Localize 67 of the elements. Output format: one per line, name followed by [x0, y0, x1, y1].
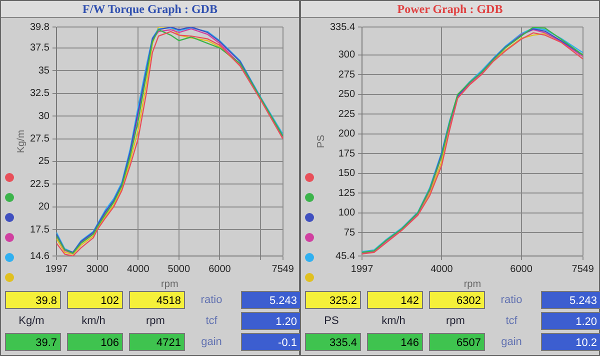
text: gain [200, 335, 223, 350]
text: rpm [145, 314, 166, 329]
text: 5.243 [241, 291, 301, 309]
text: km/h [380, 314, 406, 329]
y-axis-title: Kg/m [16, 130, 27, 154]
x-tick-label: 7549 [572, 264, 594, 275]
y-tick-label: 37.5 [30, 42, 50, 54]
text: 5.243 [541, 291, 600, 309]
text: ratio [200, 293, 224, 308]
x-axis-title: rpm [464, 278, 482, 290]
text: tcf [504, 314, 518, 329]
y-tick-label: 100 [338, 208, 356, 219]
y-tick-label: 175 [338, 148, 356, 160]
text: 325.2 [305, 291, 361, 309]
y-tick-label: 20 [38, 202, 50, 213]
y-tick-label: 17.5 [30, 224, 50, 236]
text: 146 [367, 333, 423, 351]
x-tick-label: 4000 [430, 264, 454, 275]
y-tick-label: 200 [338, 128, 356, 140]
y-tick-label: 32.5 [30, 88, 50, 100]
text: 6302 [429, 291, 485, 309]
text: 102 [67, 291, 123, 309]
x-tick-label: 3000 [86, 264, 109, 275]
text: 142 [367, 291, 423, 309]
y-tick-label: 150 [338, 168, 356, 180]
text: 10.2 [541, 333, 600, 351]
text: 106 [67, 333, 123, 351]
text: 4518 [129, 291, 185, 309]
y-tick-label: 125 [338, 188, 356, 199]
text: 6507 [429, 333, 485, 351]
text: ratio [500, 293, 524, 308]
y-tick-label: 39.8 [30, 22, 50, 33]
x-tick-label: 6000 [208, 264, 232, 275]
text: 39.7 [5, 333, 61, 351]
x-tick-label: 5000 [168, 264, 190, 275]
y-axis-title: PS [316, 134, 327, 148]
y-tick-label: 300 [338, 50, 356, 61]
x-tick-label: 1997 [350, 264, 374, 275]
y-tick-label: 250 [338, 89, 356, 100]
x-axis-title: rpm [161, 278, 178, 290]
x-tick-label: 1997 [45, 264, 68, 275]
y-tick-label: 14.6 [30, 250, 50, 262]
y-tick-label: 35 [38, 65, 50, 76]
text: 1.20 [541, 312, 600, 330]
text: rpm [445, 314, 466, 329]
y-tick-label: 22.5 [30, 178, 50, 190]
y-tick-label: 25 [38, 156, 50, 168]
text: gain [500, 335, 523, 350]
x-tick-label: 7549 [272, 264, 294, 275]
text: PS [323, 314, 340, 329]
text: Kg/m [18, 314, 46, 329]
y-tick-label: 30 [38, 110, 50, 122]
chart-title: Power Graph : GDB [301, 1, 599, 18]
text: km/h [80, 314, 106, 329]
text: 4721 [129, 333, 185, 351]
y-tick-label: 275 [338, 69, 356, 80]
y-tick-label: 27.5 [30, 134, 50, 145]
text: 1.20 [241, 312, 301, 330]
text: tcf [204, 314, 218, 329]
y-tick-label: 75 [344, 227, 356, 238]
x-tick-label: 4000 [127, 264, 150, 275]
text: -0.1 [241, 333, 301, 351]
x-tick-label: 6000 [510, 264, 533, 275]
y-tick-label: 45.4 [336, 250, 356, 262]
y-tick-label: 225 [338, 108, 356, 120]
chart-title: F/W Torque Graph : GDB [1, 1, 299, 18]
y-tick-label: 335.4 [330, 22, 356, 33]
